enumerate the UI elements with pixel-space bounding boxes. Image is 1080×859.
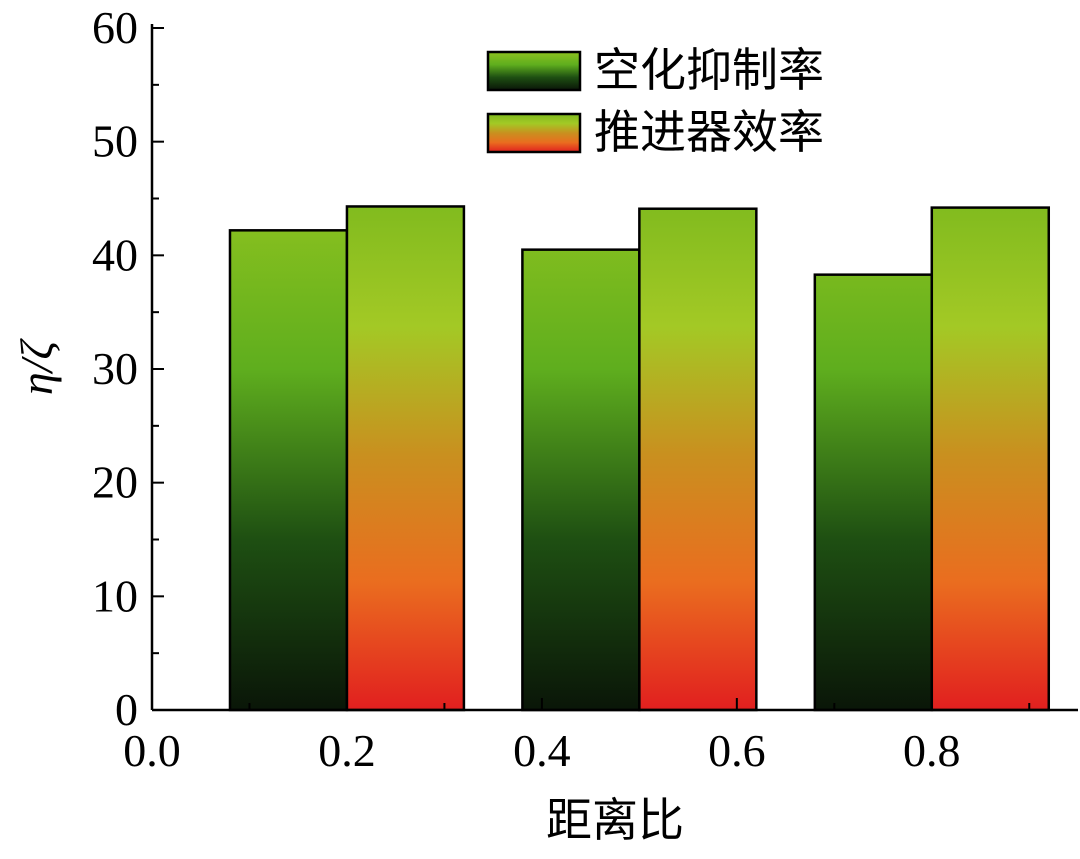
bar-series1-cat1	[228, 229, 349, 712]
bar-series2-cat3	[930, 206, 1051, 712]
x-tick-label: 0.2	[318, 725, 376, 776]
bar-series2-cat1	[345, 205, 466, 712]
x-tick-label: 0.4	[513, 725, 571, 776]
y-tick-label: 20	[92, 457, 138, 508]
ticks-layer: 0 10 20 30 40 50 60 0.0 0.2 0.4 0.6 0.8	[92, 2, 1031, 776]
legend-label-1: 空化抑制率	[594, 45, 824, 96]
y-axis-title: η/ζ	[11, 338, 62, 396]
bars-layer	[228, 205, 1051, 712]
x-axis-title: 距离比	[546, 795, 684, 846]
x-tick-label: 0.8	[903, 725, 961, 776]
legend-swatch-2	[486, 112, 582, 154]
bar-series2-cat2	[638, 207, 758, 712]
x-tick-label: 0.6	[708, 725, 766, 776]
bar-series1-cat3	[813, 273, 934, 712]
y-tick-label: 0	[115, 684, 138, 735]
x-tick-label: 0.0	[123, 725, 181, 776]
y-tick-label: 50	[92, 116, 138, 167]
legend-swatch-1	[486, 50, 582, 92]
y-tick-label: 60	[92, 2, 138, 53]
bar-series1-cat2	[521, 248, 641, 712]
legend-label-2: 推进器效率	[594, 107, 824, 158]
y-tick-label: 10	[92, 570, 138, 621]
y-tick-label: 40	[92, 229, 138, 280]
y-tick-label: 30	[92, 343, 138, 394]
